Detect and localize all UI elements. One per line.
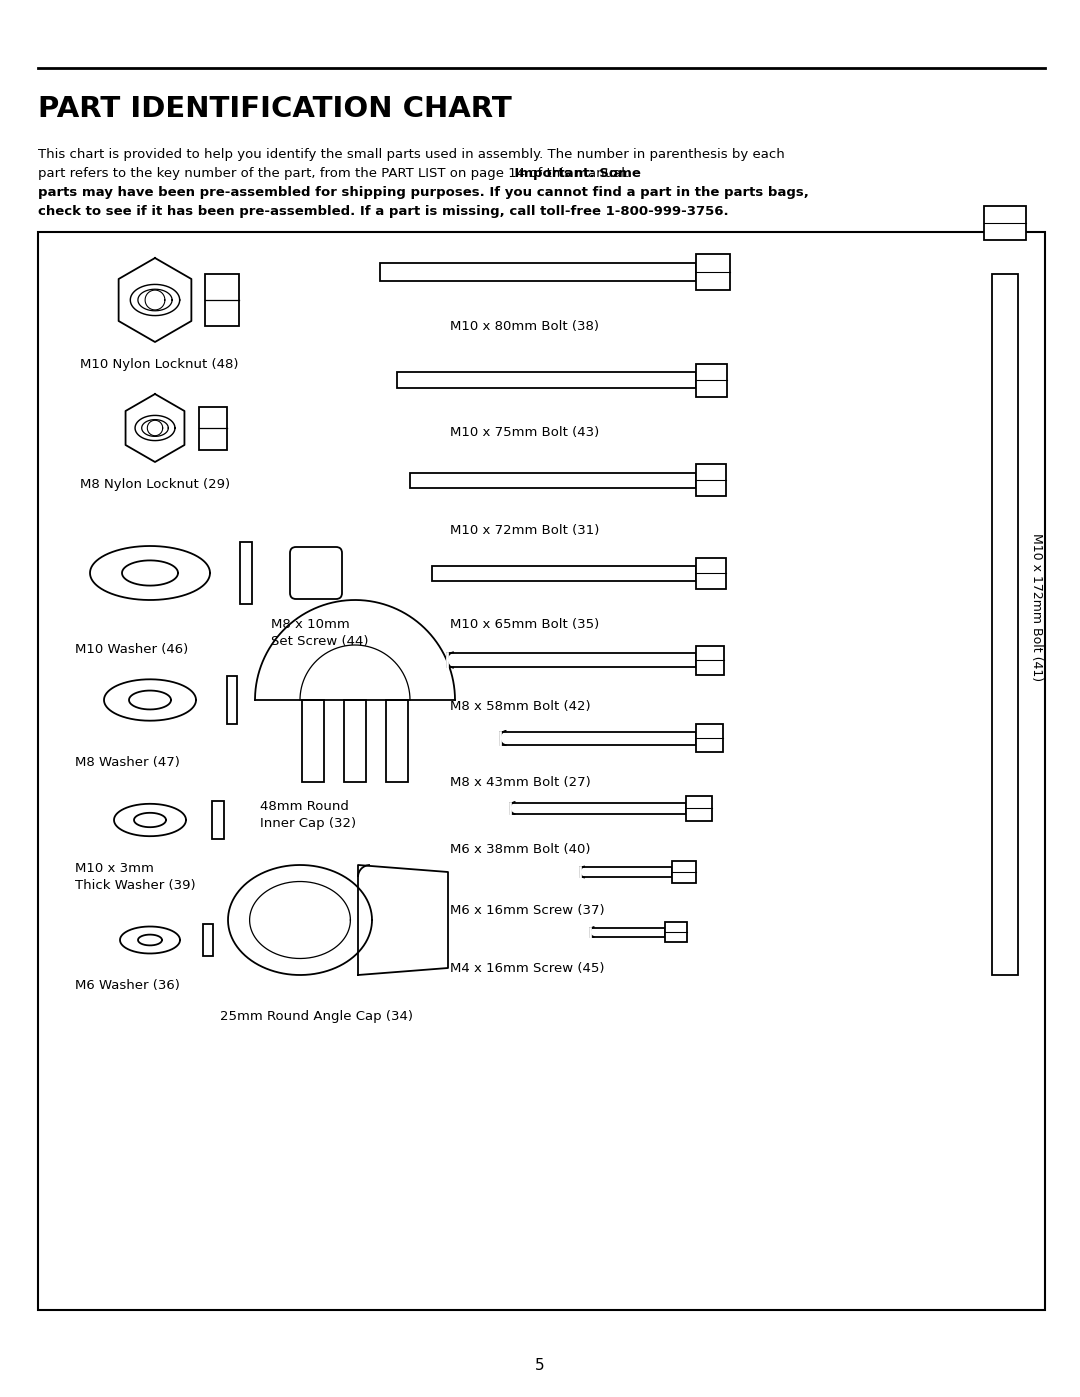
Text: M6 x 16mm Screw (37): M6 x 16mm Screw (37) — [450, 904, 605, 916]
Text: M10 x 75mm Bolt (43): M10 x 75mm Bolt (43) — [450, 426, 599, 439]
Bar — [510, 802, 686, 813]
Text: 5: 5 — [536, 1358, 544, 1373]
Text: M10 x 3mm: M10 x 3mm — [75, 862, 153, 875]
Text: M6 x 38mm Bolt (40): M6 x 38mm Bolt (40) — [450, 842, 591, 856]
Bar — [500, 732, 696, 745]
Bar — [590, 928, 665, 936]
FancyBboxPatch shape — [291, 548, 342, 599]
Bar — [665, 922, 687, 942]
Text: M4 x 16mm Screw (45): M4 x 16mm Screw (45) — [450, 963, 605, 975]
Text: check to see if it has been pre-assembled. If a part is missing, call toll-free : check to see if it has been pre-assemble… — [38, 205, 729, 218]
Bar — [212, 800, 224, 840]
Bar — [205, 274, 239, 326]
Bar — [410, 472, 696, 488]
Text: parts may have been pre-assembled for shipping purposes. If you cannot find a pa: parts may have been pre-assembled for sh… — [38, 186, 809, 198]
Bar — [240, 542, 252, 604]
Text: M10 Washer (46): M10 Washer (46) — [75, 643, 188, 657]
Bar — [386, 700, 408, 782]
Bar — [38, 232, 1045, 1310]
Text: M8 Washer (47): M8 Washer (47) — [75, 756, 180, 768]
Bar — [447, 652, 696, 666]
Text: M8 x 58mm Bolt (42): M8 x 58mm Bolt (42) — [450, 700, 591, 712]
Bar — [397, 372, 696, 388]
Text: Important: Some: Important: Some — [38, 168, 640, 180]
Bar — [380, 263, 696, 281]
Bar — [672, 861, 696, 883]
Text: Inner Cap (32): Inner Cap (32) — [260, 817, 356, 830]
Bar — [686, 795, 712, 820]
Bar — [345, 700, 366, 782]
Bar — [696, 557, 726, 588]
Bar — [696, 254, 730, 291]
Text: 48mm Round: 48mm Round — [260, 800, 349, 813]
Bar — [432, 566, 696, 581]
Text: This chart is provided to help you identify the small parts used in assembly. Th: This chart is provided to help you ident… — [38, 148, 785, 161]
Bar — [696, 724, 723, 752]
Bar — [302, 700, 324, 782]
Bar — [993, 274, 1018, 975]
Bar — [199, 407, 227, 450]
Bar — [203, 923, 213, 956]
Text: Thick Washer (39): Thick Washer (39) — [75, 879, 195, 893]
Text: M10 x 172mm Bolt (41): M10 x 172mm Bolt (41) — [1030, 534, 1043, 682]
Bar — [227, 676, 237, 724]
Text: M10 x 65mm Bolt (35): M10 x 65mm Bolt (35) — [450, 617, 599, 631]
Text: M10 Nylon Locknut (48): M10 Nylon Locknut (48) — [80, 358, 239, 372]
Text: M8 Nylon Locknut (29): M8 Nylon Locknut (29) — [80, 478, 230, 490]
Text: M6 Washer (36): M6 Washer (36) — [75, 979, 180, 992]
Bar — [580, 868, 672, 877]
Bar — [696, 363, 727, 397]
Bar — [696, 464, 726, 496]
Bar — [696, 645, 724, 675]
Text: M8 x 43mm Bolt (27): M8 x 43mm Bolt (27) — [450, 775, 591, 789]
Text: Set Screw (44): Set Screw (44) — [271, 636, 368, 648]
Text: M10 x 72mm Bolt (31): M10 x 72mm Bolt (31) — [450, 524, 599, 536]
Text: PART IDENTIFICATION CHART: PART IDENTIFICATION CHART — [38, 95, 512, 123]
Text: M8 x 10mm: M8 x 10mm — [271, 617, 350, 631]
Text: 25mm Round Angle Cap (34): 25mm Round Angle Cap (34) — [220, 1010, 413, 1023]
Bar — [984, 205, 1026, 240]
Text: M10 x 80mm Bolt (38): M10 x 80mm Bolt (38) — [450, 320, 599, 332]
Text: part refers to the key number of the part, from the PART LIST on page 14 of this: part refers to the key number of the par… — [38, 168, 633, 180]
